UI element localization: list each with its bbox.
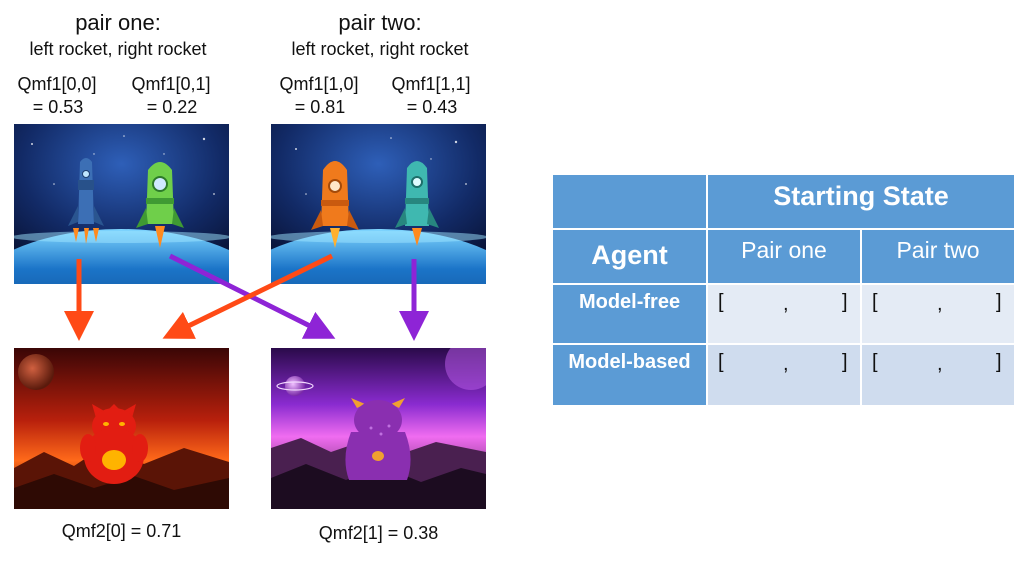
rocket-pair-two-image xyxy=(271,124,486,284)
red-monster-icon xyxy=(80,404,148,484)
orange-rocket-icon xyxy=(311,161,359,248)
model-based-pair-two-cell: [ , ] xyxy=(862,345,1014,405)
pair-one-header: Pair one xyxy=(708,230,860,283)
pair-two-header: Pair two xyxy=(862,230,1014,283)
model-free-label: Model-free xyxy=(553,285,706,343)
purple-planet-image xyxy=(271,348,486,509)
green-rocket-icon xyxy=(136,162,184,248)
qmf2-0-label: Qmf2[0] = 0.71 xyxy=(61,521,182,541)
arrow-pair-one-right-to-purple xyxy=(168,253,336,339)
qmf1-1-1-value: = 0.43 xyxy=(406,97,458,117)
pair-one-subtitle: left rocket, right rocket xyxy=(29,39,207,59)
purple-monster-icon xyxy=(345,398,411,480)
model-free-pair-one-cell: [ , ] xyxy=(708,285,860,343)
qmf1-0-1-value: = 0.22 xyxy=(146,97,198,117)
blue-rocket-icon xyxy=(68,158,104,244)
qmf2-1-label: Qmf2[1] = 0.38 xyxy=(318,523,439,543)
arrow-pair-two-left-to-red xyxy=(162,253,334,339)
table-corner xyxy=(553,175,706,228)
pair-two-title: pair two: xyxy=(338,10,422,35)
qmf1-0-0-label: Qmf1[0,0] xyxy=(17,74,97,94)
qmf1-0-1-label: Qmf1[0,1] xyxy=(131,74,211,94)
qmf1-0-0-value: = 0.53 xyxy=(32,97,84,117)
teal-rocket-icon xyxy=(395,161,439,246)
red-planet-image xyxy=(14,348,229,509)
pair-two-subtitle: left rocket, right rocket xyxy=(291,39,469,59)
model-based-label: Model-based xyxy=(553,345,706,405)
model-based-pair-one-cell: [ , ] xyxy=(708,345,860,405)
agent-header: Agent xyxy=(553,230,706,283)
rocket-pair-one-image xyxy=(14,124,229,284)
qmf1-1-0-label: Qmf1[1,0] xyxy=(279,74,359,94)
starting-state-header: Starting State xyxy=(708,175,1014,228)
model-free-pair-two-cell: [ , ] xyxy=(862,285,1014,343)
pair-one-title: pair one: xyxy=(75,10,161,35)
qmf1-1-1-label: Qmf1[1,1] xyxy=(391,74,471,94)
transition-arrows xyxy=(64,253,429,341)
qmf1-1-0-value: = 0.81 xyxy=(294,97,346,117)
agent-table: Starting State Agent Pair one Pair two M… xyxy=(553,175,1014,405)
